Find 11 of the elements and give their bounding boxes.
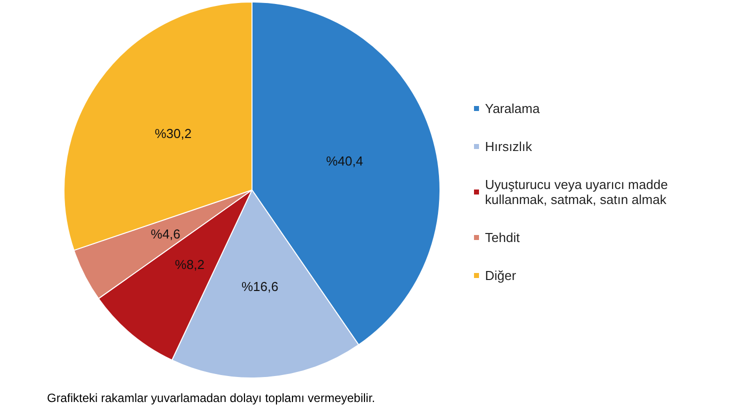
legend-label: Hırsızlık bbox=[485, 139, 532, 154]
legend-label: Yaralama bbox=[485, 101, 540, 116]
data-label: %8,2 bbox=[174, 256, 205, 272]
data-label: %40,4 bbox=[326, 154, 364, 169]
legend-label: Uyuşturucu veya uyarıcı madde kullanmak, satmak, satın almak bbox=[485, 177, 672, 207]
data-label: %4,6 bbox=[150, 226, 180, 242]
legend-label: Tehdit bbox=[485, 230, 520, 245]
data-label: %30,2 bbox=[154, 126, 192, 141]
text: Grafikteki rakamlar yuvarlamadan dolayı toplamı vermeyebilir. bbox=[47, 391, 376, 405]
legend-label: Diğer bbox=[485, 268, 517, 283]
data-label: %16,6 bbox=[241, 279, 278, 294]
